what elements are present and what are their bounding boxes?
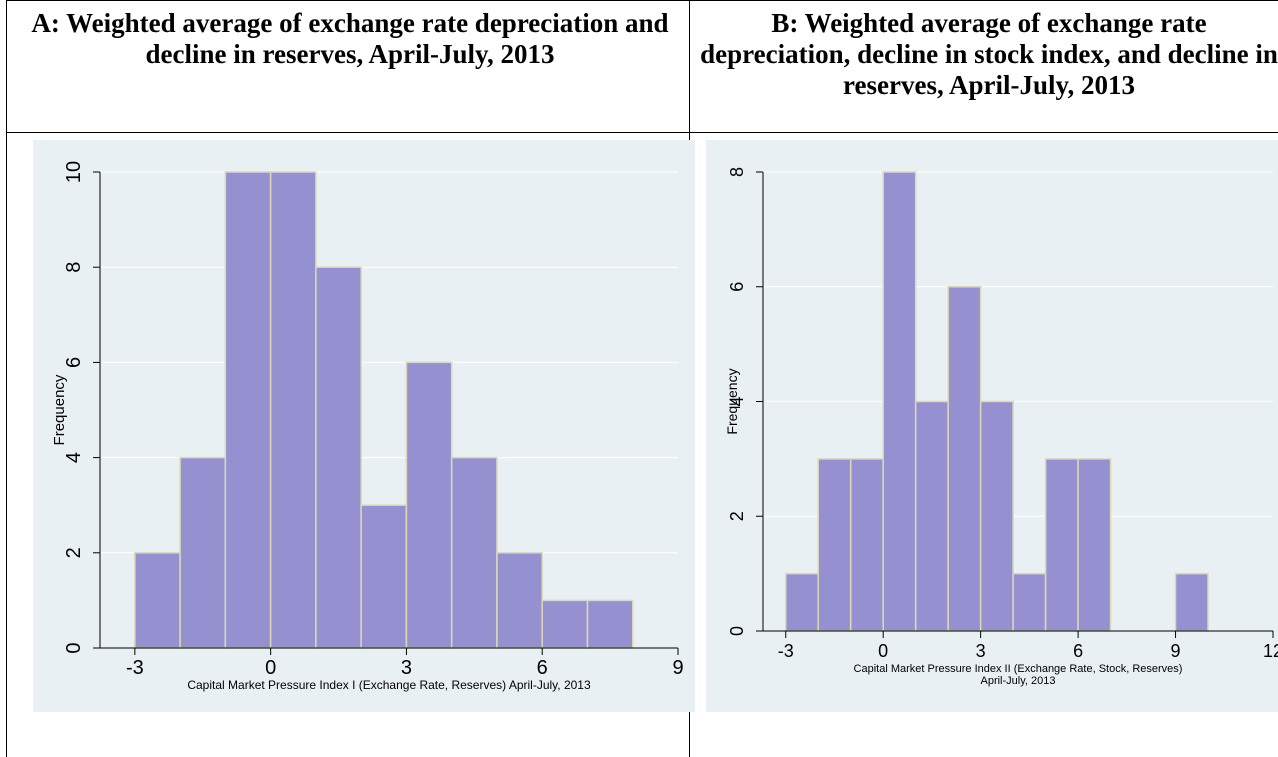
histogram-bar xyxy=(1044,458,1079,632)
y-tick-label: 2 xyxy=(727,511,747,521)
x-tick-label: 6 xyxy=(537,657,548,679)
histogram-b-svg: 0 2 4 6 8 Frequency -3 0 3 6 9 12 Capital Market Pre… xyxy=(724,167,1278,687)
histogram-a: 0 2 4 6 8 10 Frequency -3 0 3 6 9 Capital Market Pre… xyxy=(33,140,695,712)
y-tick-label: 8 xyxy=(63,262,85,273)
x-tick-label: -3 xyxy=(126,657,144,679)
histogram-b: 0 2 4 6 8 Frequency -3 0 3 6 9 12 Capital Market Pre… xyxy=(706,140,1278,712)
x-tick-label: -3 xyxy=(778,641,794,661)
histogram-bar xyxy=(784,572,819,632)
panel-b-title: B: Weighted average of exchange rate dep… xyxy=(700,8,1278,100)
y-tick-label: 8 xyxy=(727,167,747,177)
y-axis-label: Frequency xyxy=(51,374,68,445)
table-header-border xyxy=(6,132,1278,133)
histogram-bar xyxy=(224,171,272,649)
y-tick-label: 6 xyxy=(63,357,85,368)
x-tick-label: 9 xyxy=(672,657,683,679)
x-tick-label: 9 xyxy=(1171,641,1181,661)
y-tick-label: 4 xyxy=(727,396,747,406)
histogram-bar xyxy=(1174,572,1209,632)
table-left-border xyxy=(6,0,7,757)
histogram-bar xyxy=(586,599,634,649)
histogram-bar xyxy=(496,552,543,649)
histogram-bar xyxy=(179,456,227,649)
histogram-bar xyxy=(450,456,498,649)
histogram-bar xyxy=(882,171,917,632)
x-tick-label: 3 xyxy=(401,657,412,679)
y-axis-label: Frequency xyxy=(724,368,740,434)
histogram-bar xyxy=(1012,572,1047,632)
y-tick-label: 0 xyxy=(727,626,747,636)
histogram-bar xyxy=(360,504,408,649)
x-tick-label: 3 xyxy=(976,641,986,661)
histogram-bar xyxy=(405,361,453,649)
histogram-bar xyxy=(849,458,884,632)
histogram-bar xyxy=(914,400,949,632)
histogram-bar xyxy=(269,171,317,649)
y-tick-label: 6 xyxy=(727,282,747,292)
x-tick-label: 6 xyxy=(1073,641,1083,661)
histogram-bar xyxy=(541,599,589,649)
histogram-a-svg: 0 2 4 6 8 10 Frequency -3 0 3 6 9 Capital Market Pre… xyxy=(51,161,684,692)
x-axis-label: Capital Market Pressure Index II (Exchan… xyxy=(854,663,1183,687)
x-tick-label: 0 xyxy=(878,641,888,661)
histogram-bar xyxy=(315,266,362,649)
table-top-border xyxy=(6,0,1278,1)
histogram-bar xyxy=(134,552,181,649)
histogram-bar xyxy=(1077,458,1112,632)
histogram-bar xyxy=(947,286,982,632)
y-tick-label: 10 xyxy=(63,161,85,183)
y-tick-label: 2 xyxy=(63,547,85,558)
panel-a-title: A: Weighted average of exchange rate dep… xyxy=(31,8,669,69)
x-tick-label: 0 xyxy=(265,657,276,679)
y-tick-label: 4 xyxy=(63,452,85,463)
histogram-bar xyxy=(817,458,852,632)
x-tick-label: 12 xyxy=(1263,641,1278,661)
histogram-bar xyxy=(979,400,1014,632)
x-axis-label: Capital Market Pressure Index I (Exchang… xyxy=(187,678,591,692)
y-tick-label: 0 xyxy=(63,642,85,653)
